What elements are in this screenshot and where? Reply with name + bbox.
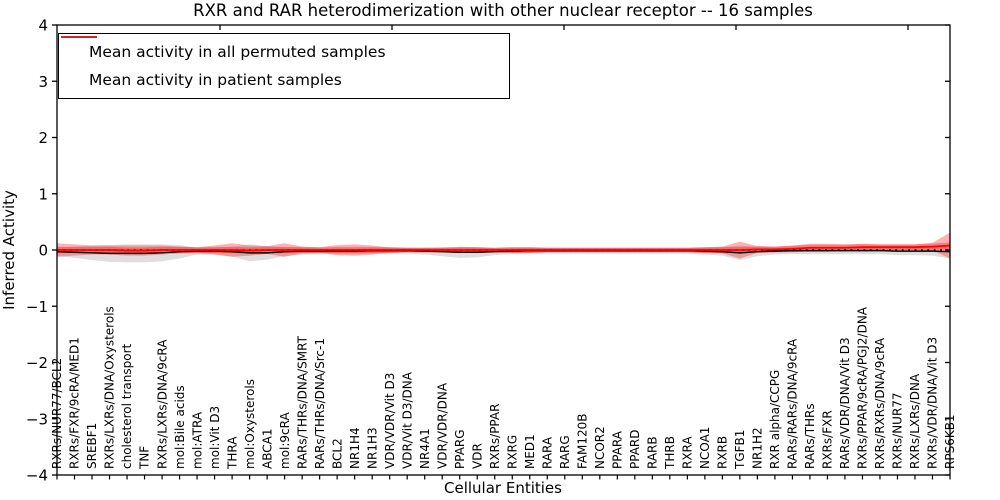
x-tick-label: TNF xyxy=(138,446,152,470)
x-tick-label: NR4A1 xyxy=(418,428,432,469)
legend-label-permuted: Mean activity in all permuted samples xyxy=(89,43,386,62)
y-axis-label: Inferred Activity xyxy=(0,190,18,310)
x-tick-label: RXRs/VDR/DNA/Vit D3 xyxy=(926,337,940,469)
y-tick-label: 1 xyxy=(38,185,48,203)
legend-label-patient: Mean activity in patient samples xyxy=(89,70,342,89)
x-tick-label: mol:9cRA xyxy=(278,412,292,469)
x-tick-label: THRB xyxy=(663,436,677,470)
y-tick-label: −2 xyxy=(26,354,48,372)
x-tick-label: VDR/Vit D3/DNA xyxy=(400,371,414,469)
x-tick-label: RARs/RARs/DNA/9cRA xyxy=(786,338,800,469)
x-tick-label: NCOR2 xyxy=(593,426,607,469)
x-tick-label: RXRA xyxy=(681,436,695,469)
x-tick-label: RXRs/PPAR/9cRA/PGJ2/DNA xyxy=(856,306,870,469)
x-tick-label: RXRG xyxy=(505,435,519,469)
chart-title: RXR and RAR heterodimerization with othe… xyxy=(193,1,813,20)
x-tick-label: MED1 xyxy=(523,434,537,469)
x-tick-label: RXRs/PPAR xyxy=(488,404,502,469)
y-tick-label: −4 xyxy=(26,467,48,485)
x-tick-label: mol:Vit D3 xyxy=(208,406,222,469)
patient-line-swatch xyxy=(61,36,97,38)
x-tick-label: RARB xyxy=(646,436,660,469)
x-axis-label: Cellular Entities xyxy=(444,479,562,497)
x-tick-label: FAM120B xyxy=(575,414,589,470)
x-tick-label: cholesterol transport xyxy=(120,343,134,469)
x-tick-label: THRA xyxy=(225,436,239,470)
y-tick-label: −1 xyxy=(26,298,48,316)
permuted-std-band xyxy=(57,244,950,263)
x-tick-label: RARA xyxy=(540,436,554,469)
y-tick-label: 2 xyxy=(38,129,48,147)
x-tick-label: RARs/THRs/DNA/Src-1 xyxy=(313,338,327,469)
x-tick-label: mol:ATRA xyxy=(190,411,204,469)
x-tick-label: PPARG xyxy=(453,429,467,469)
x-tick-label: VDR/VDR/Vit D3 xyxy=(383,373,397,469)
y-tick-label: 4 xyxy=(38,17,48,35)
x-tick-label: RXRs/LXRs/DNA/9cRA xyxy=(155,339,169,469)
x-tick-label: mol:Bile acids xyxy=(173,385,187,469)
x-tick-label: PPARA xyxy=(611,430,625,469)
x-tick-label: RARs/THRs xyxy=(803,403,817,469)
legend-item-patient: Mean activity in patient samples xyxy=(59,36,509,89)
x-tick-label: NCOA1 xyxy=(698,427,712,469)
x-tick-label: SREBF1 xyxy=(85,423,99,469)
x-tick-label: TGFB1 xyxy=(733,430,747,470)
permuted-mean-line xyxy=(56,249,951,255)
x-tick-label: RXRs/NUR77 xyxy=(891,392,905,469)
x-tick-label: RARs/VDR/DNA/Vit D3 xyxy=(838,337,852,469)
x-tick-label: NR1H4 xyxy=(348,427,362,469)
patient-mean-line xyxy=(57,244,951,252)
legend-item-permuted: Mean activity in all permuted samples xyxy=(59,36,509,62)
x-tick-label: NR1H3 xyxy=(365,427,379,469)
x-tick-label: RXRs/LXRs/DNA xyxy=(908,373,922,469)
x-tick-label: NR1H2 xyxy=(751,427,765,469)
y-tick-label: −3 xyxy=(26,410,48,428)
x-tick-label: RXRs/FXR/9cRA/MED1 xyxy=(68,337,82,469)
x-tick-label: RXRs/NUR77/BCL2 xyxy=(50,358,64,469)
x-tick-label: mol:Oxysterols xyxy=(243,379,257,469)
x-tick-label: RXRs/RXRs/DNA/9cRA xyxy=(873,337,887,469)
x-tick-label: BCL2 xyxy=(330,438,344,469)
y-tick-label: 3 xyxy=(38,73,48,91)
x-tick-label: RARG xyxy=(558,435,572,469)
x-tick-label: VDR/VDR/DNA xyxy=(435,382,449,469)
x-tick-label: PPARD xyxy=(628,430,642,470)
x-tick-label: ABCA1 xyxy=(260,429,274,469)
legend: Mean activity in all permuted samples Me… xyxy=(58,33,510,99)
x-tick-label: RPS6KB1 xyxy=(943,414,957,469)
x-tick-label: VDR xyxy=(470,443,484,469)
x-tick-label: RXRs/LXRs/DNA/Oxysterols xyxy=(103,306,117,469)
x-tick-label: RXRs/FXR xyxy=(821,410,835,469)
y-tick-label: 0 xyxy=(38,242,48,260)
x-tick-label: RXRB xyxy=(716,436,730,469)
x-tick-label: RXR alpha/CCPG xyxy=(768,370,782,469)
x-tick-label: RARs/THRs/DNA/SMRT xyxy=(295,335,309,469)
